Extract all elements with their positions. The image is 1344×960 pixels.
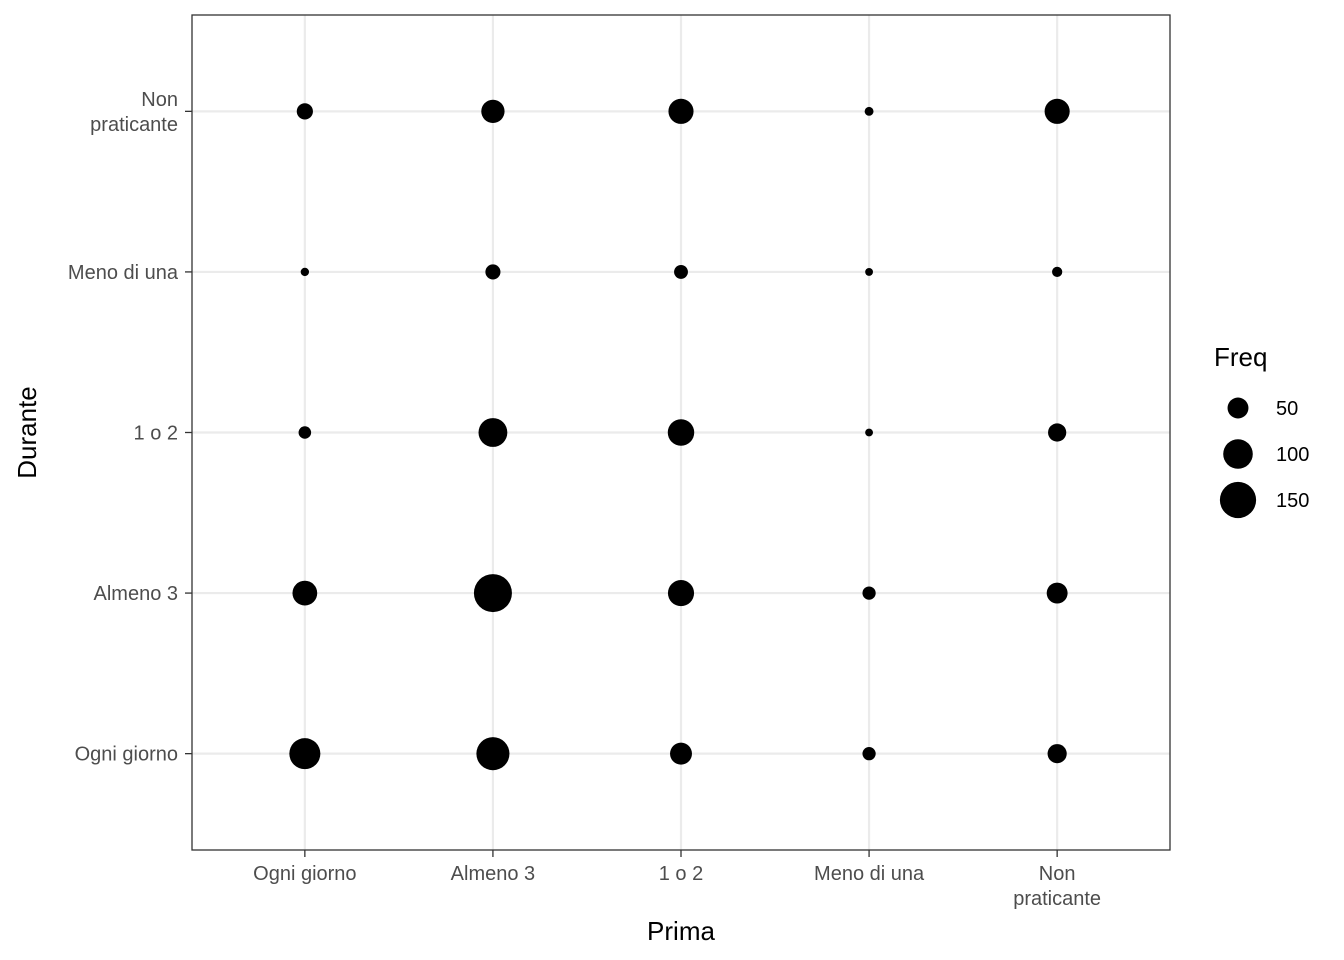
- data-point: [292, 580, 318, 606]
- data-point: [481, 99, 505, 123]
- y-tick-label: 1 o 2: [134, 423, 178, 445]
- legend-title: Freq: [1214, 342, 1267, 372]
- data-point: [1046, 582, 1068, 604]
- y-tick-label: Non praticante: [90, 89, 178, 136]
- data-point: [674, 264, 688, 279]
- data-points: [289, 98, 1070, 771]
- x-tick-label: Non praticante: [1013, 863, 1101, 910]
- data-point: [864, 106, 874, 116]
- data-point: [865, 428, 873, 437]
- data-point: [473, 574, 512, 613]
- data-point: [1048, 423, 1067, 442]
- y-tick-labels: Ogni giorno Almeno 3 1 o 2 Meno di una Non pr…: [68, 89, 179, 766]
- y-tick-label: Almeno 3: [94, 583, 179, 605]
- data-point: [667, 580, 695, 607]
- size-legend: Freq 50 100 150: [1214, 342, 1309, 519]
- data-point: [1047, 744, 1067, 764]
- legend-label: 100: [1276, 444, 1309, 466]
- data-point: [485, 264, 501, 280]
- x-tick-label: 1 o 2: [659, 863, 703, 885]
- legend-key: [1227, 397, 1249, 419]
- data-point: [300, 267, 310, 277]
- data-point: [668, 98, 694, 124]
- data-point: [862, 747, 876, 761]
- data-point: [476, 737, 510, 771]
- data-point: [862, 586, 876, 600]
- data-point: [670, 742, 692, 765]
- legend-label: 150: [1276, 490, 1309, 512]
- x-axis-title: Prima: [647, 916, 715, 946]
- axis-ticks: [185, 110, 1058, 857]
- x-tick-label: Almeno 3: [451, 863, 536, 885]
- y-tick-label: Ogni giorno: [75, 744, 178, 766]
- legend-key: [1223, 439, 1253, 469]
- x-tick-labels: Ogni giorno Almeno 3 1 o 2 Meno di una Non pr…: [253, 863, 1101, 910]
- legend-label: 50: [1276, 398, 1298, 420]
- data-point: [478, 418, 508, 447]
- data-point: [289, 738, 321, 770]
- y-axis-title: Durante: [12, 386, 42, 479]
- y-tick-label: Meno di una: [68, 262, 179, 284]
- x-tick-label: Meno di una: [814, 863, 925, 885]
- legend-key: [1219, 481, 1257, 519]
- data-point: [865, 268, 873, 276]
- x-tick-label: Ogni giorno: [253, 863, 356, 885]
- data-point: [298, 426, 312, 439]
- data-point: [667, 419, 695, 446]
- data-point: [1052, 266, 1063, 278]
- data-point: [1044, 98, 1070, 124]
- data-point: [296, 103, 313, 120]
